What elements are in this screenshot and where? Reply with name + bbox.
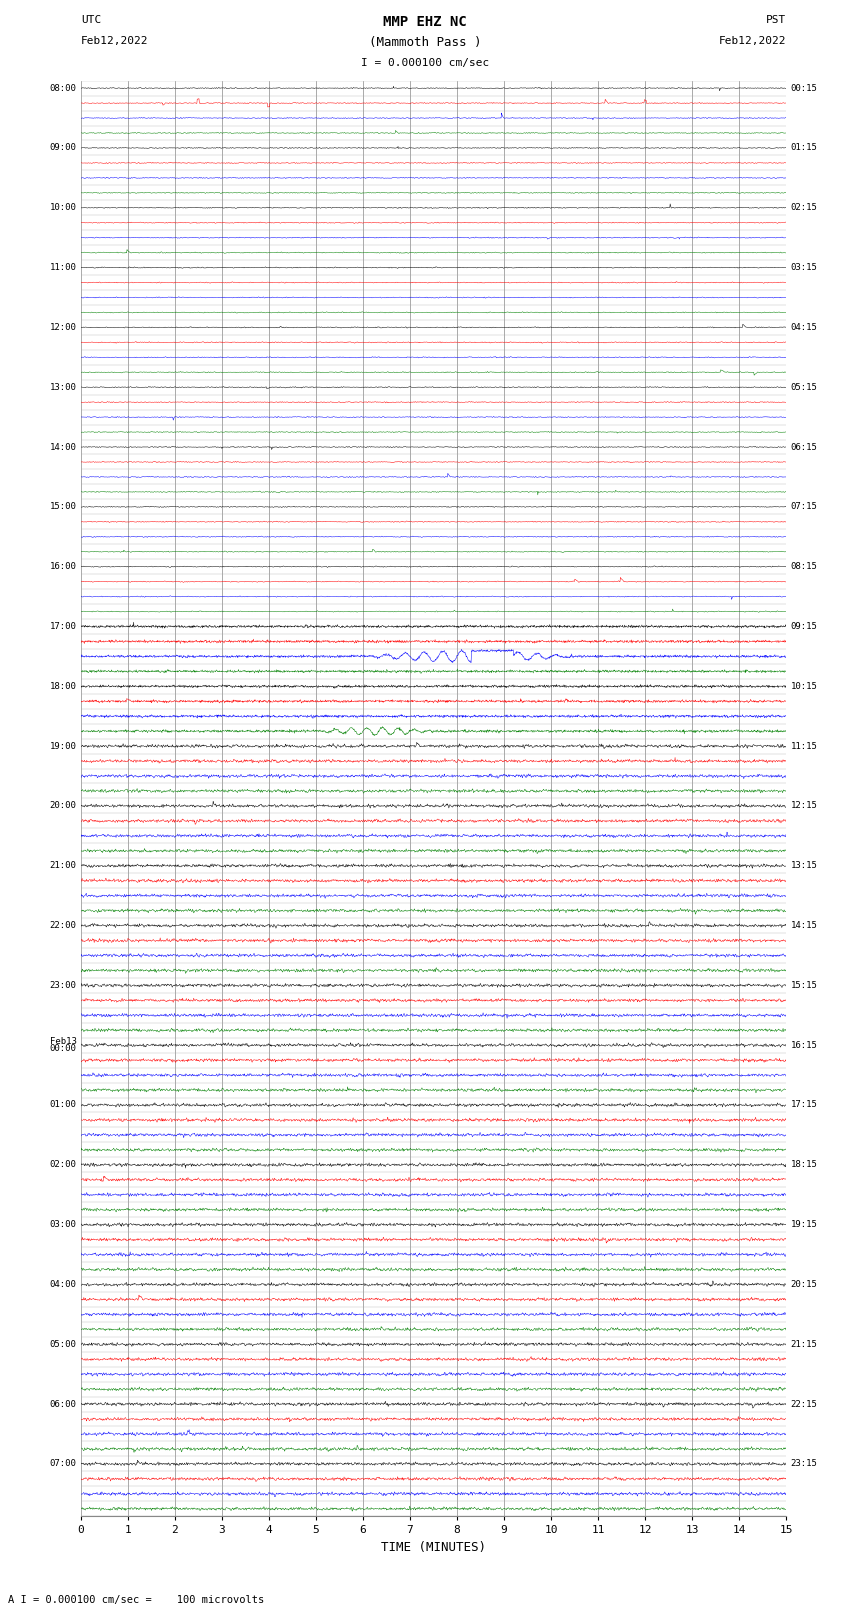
Text: (Mammoth Pass ): (Mammoth Pass ) [369, 37, 481, 50]
Text: 23:15: 23:15 [790, 1460, 818, 1468]
Text: Feb12,2022: Feb12,2022 [719, 37, 786, 47]
Text: 01:00: 01:00 [49, 1100, 76, 1110]
Text: 14:15: 14:15 [790, 921, 818, 931]
Text: 11:15: 11:15 [790, 742, 818, 750]
Text: 19:00: 19:00 [49, 742, 76, 750]
Text: Feb13: Feb13 [49, 1037, 76, 1047]
Text: 05:15: 05:15 [790, 382, 818, 392]
Text: 16:15: 16:15 [790, 1040, 818, 1050]
Text: 12:15: 12:15 [790, 802, 818, 810]
Text: 21:00: 21:00 [49, 861, 76, 871]
Text: 01:15: 01:15 [790, 144, 818, 153]
Text: 21:15: 21:15 [790, 1340, 818, 1348]
Text: 09:00: 09:00 [49, 144, 76, 153]
Text: 07:15: 07:15 [790, 502, 818, 511]
Text: 00:00: 00:00 [49, 1044, 76, 1053]
Text: 20:15: 20:15 [790, 1281, 818, 1289]
Text: 06:15: 06:15 [790, 442, 818, 452]
Text: 02:15: 02:15 [790, 203, 818, 213]
Text: 18:15: 18:15 [790, 1160, 818, 1169]
Text: 19:15: 19:15 [790, 1219, 818, 1229]
Text: I = 0.000100 cm/sec: I = 0.000100 cm/sec [361, 58, 489, 68]
Text: 14:00: 14:00 [49, 442, 76, 452]
Text: 22:15: 22:15 [790, 1400, 818, 1408]
Text: 04:00: 04:00 [49, 1281, 76, 1289]
Text: 23:00: 23:00 [49, 981, 76, 990]
Text: 15:15: 15:15 [790, 981, 818, 990]
Text: 08:15: 08:15 [790, 563, 818, 571]
Text: 18:00: 18:00 [49, 682, 76, 690]
Text: 12:00: 12:00 [49, 323, 76, 332]
Text: 02:00: 02:00 [49, 1160, 76, 1169]
Text: A I = 0.000100 cm/sec =    100 microvolts: A I = 0.000100 cm/sec = 100 microvolts [8, 1595, 264, 1605]
Text: 13:15: 13:15 [790, 861, 818, 871]
Text: UTC: UTC [81, 15, 101, 24]
Text: 09:15: 09:15 [790, 623, 818, 631]
Text: Feb12,2022: Feb12,2022 [81, 37, 148, 47]
Text: 15:00: 15:00 [49, 502, 76, 511]
Text: 10:00: 10:00 [49, 203, 76, 213]
Text: MMP EHZ NC: MMP EHZ NC [383, 15, 467, 29]
Text: 10:15: 10:15 [790, 682, 818, 690]
Text: 17:00: 17:00 [49, 623, 76, 631]
X-axis label: TIME (MINUTES): TIME (MINUTES) [381, 1540, 486, 1553]
Text: 22:00: 22:00 [49, 921, 76, 931]
Text: 03:15: 03:15 [790, 263, 818, 273]
Text: 13:00: 13:00 [49, 382, 76, 392]
Text: 17:15: 17:15 [790, 1100, 818, 1110]
Text: 08:00: 08:00 [49, 84, 76, 92]
Text: 07:00: 07:00 [49, 1460, 76, 1468]
Text: PST: PST [766, 15, 786, 24]
Text: 00:15: 00:15 [790, 84, 818, 92]
Text: 05:00: 05:00 [49, 1340, 76, 1348]
Text: 03:00: 03:00 [49, 1219, 76, 1229]
Text: 16:00: 16:00 [49, 563, 76, 571]
Text: 20:00: 20:00 [49, 802, 76, 810]
Text: 04:15: 04:15 [790, 323, 818, 332]
Text: 06:00: 06:00 [49, 1400, 76, 1408]
Text: 11:00: 11:00 [49, 263, 76, 273]
